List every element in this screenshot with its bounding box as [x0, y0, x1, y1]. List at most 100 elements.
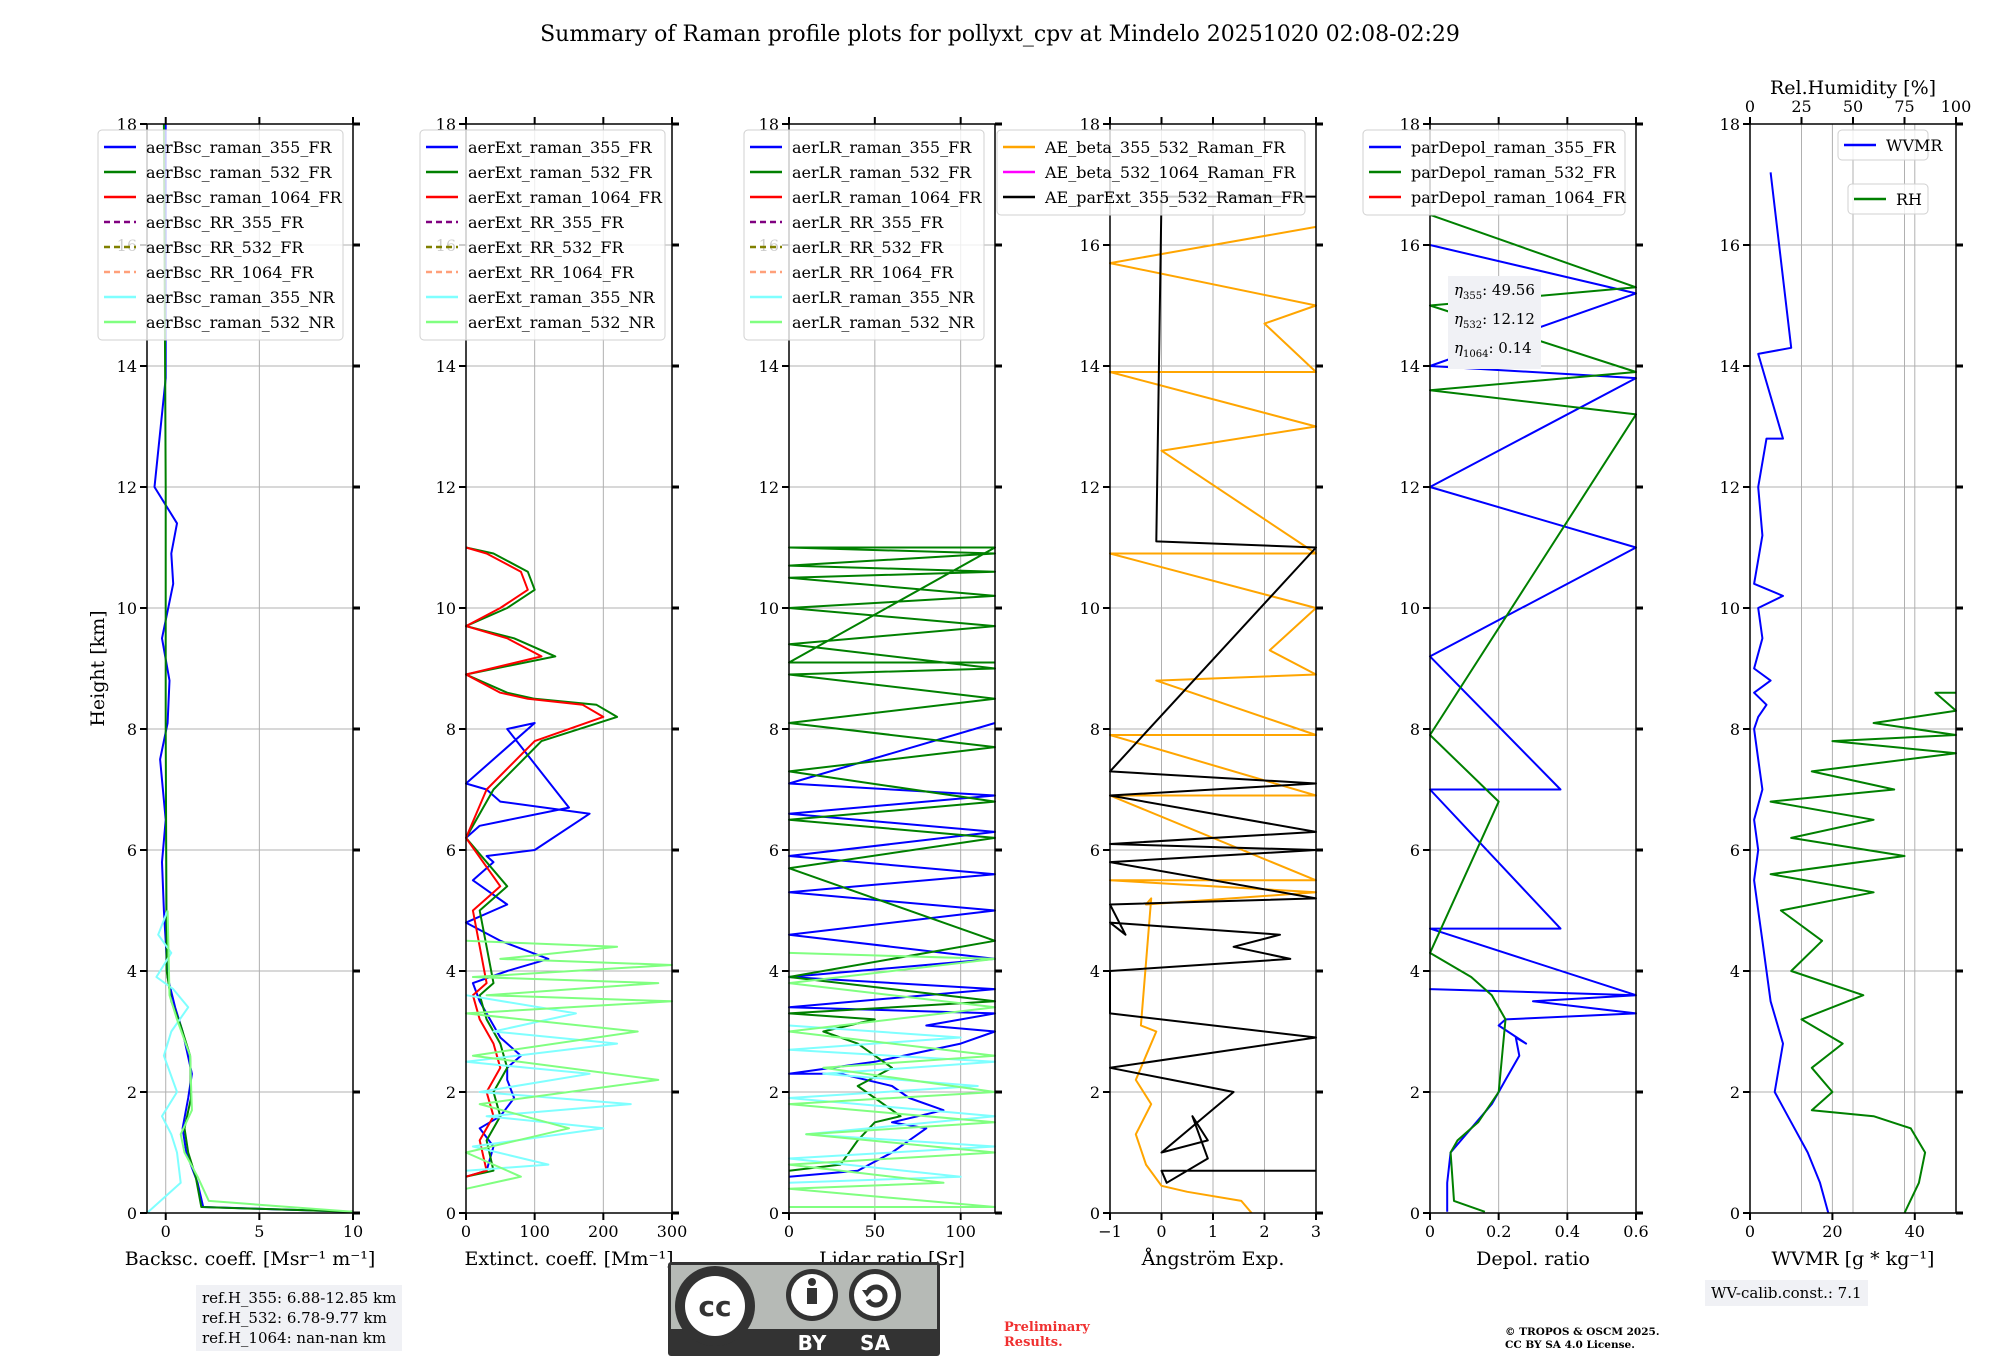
sa-label: SA	[860, 1331, 890, 1355]
x-tick-label: 0	[1745, 1222, 1755, 1241]
legend-label: aerLR_raman_1064_FR	[792, 188, 982, 207]
x-tick-label: 1	[1208, 1222, 1218, 1241]
y-tick-label: 2	[446, 1083, 456, 1102]
x-tick-label: 0	[161, 1222, 171, 1241]
x2-tick-label: 75	[1894, 97, 1914, 116]
legend-label: parDepol_raman_1064_FR	[1411, 188, 1627, 207]
legend-label: aerBsc_raman_532_FR	[146, 163, 332, 182]
y-tick-label: 6	[127, 841, 137, 860]
eta-532: η532: 12.12	[1454, 310, 1535, 331]
legend-label: aerLR_RR_355_FR	[792, 213, 944, 232]
series-line-aerExt_raman_532_FR	[465, 546, 619, 1178]
y-tick-label: 12	[1080, 478, 1100, 497]
y-tick-label: 10	[117, 599, 137, 618]
legend-label: aerLR_raman_532_FR	[792, 163, 972, 182]
x-tick-label: 0.2	[1486, 1222, 1511, 1241]
x-tick-label: 100	[519, 1222, 550, 1241]
x2-tick-label: 25	[1791, 97, 1811, 116]
y-tick-label: 10	[436, 599, 456, 618]
x-tick-label: 0.4	[1555, 1222, 1580, 1241]
y-tick-label: 14	[1080, 357, 1100, 376]
x-tick-label: 2	[1259, 1222, 1269, 1241]
y-tick-label: 10	[1720, 599, 1740, 618]
y-tick-label: 8	[127, 720, 137, 739]
legend-label: AE_beta_532_1064_Raman_FR	[1044, 163, 1296, 182]
y-tick-label: 6	[1090, 841, 1100, 860]
y-tick-label: 2	[769, 1083, 779, 1102]
legend-box	[1362, 129, 1626, 216]
ref-height-355: ref.H_355: 6.88-12.85 km	[202, 1289, 397, 1307]
svg-text:cc: cc	[698, 1290, 731, 1323]
legend-label: AE_parExt_355_532_Raman_FR	[1044, 188, 1305, 207]
y-tick-label: 18	[436, 115, 456, 134]
y-tick-label: 6	[769, 841, 779, 860]
series-line-RH	[1769, 691, 1957, 1214]
eta-355: η355: 49.56	[1454, 281, 1535, 302]
axes-frame	[146, 123, 354, 1214]
legend-box	[419, 129, 666, 341]
cc-by-sa-badge: cc BY SA	[668, 1262, 940, 1356]
y-tick-label: 4	[1410, 962, 1420, 981]
legend-label: parDepol_raman_355_FR	[1411, 138, 1617, 157]
axes-frame	[1429, 123, 1637, 1214]
legend-label: aerExt_raman_532_FR	[468, 163, 653, 182]
wv-calibration-constant: WV-calib.const.: 7.1	[1711, 1284, 1862, 1302]
axes-frame	[788, 123, 996, 1214]
figure-title: Summary of Raman profile plots for polly…	[540, 22, 1460, 47]
series-line-aerLR_raman_355_FR	[788, 722, 996, 1178]
legend-label: aerExt_RR_532_FR	[468, 238, 625, 257]
preliminary-note: Preliminary Results.	[1004, 1320, 1090, 1350]
copyright-note: © TROPOS & OSCM 2025. CC BY SA 4.0 Licen…	[1505, 1326, 1660, 1351]
reference-height-box: ref.H_355: 6.88-12.85 km ref.H_532: 6.78…	[196, 1285, 403, 1351]
y-tick-label: 8	[769, 720, 779, 739]
legend-label: aerBsc_RR_532_FR	[146, 238, 304, 257]
legend-label: aerExt_raman_355_NR	[468, 288, 656, 307]
y-tick-label: 2	[1090, 1083, 1100, 1102]
y-tick-label: 4	[1090, 962, 1100, 981]
y-tick-label: 10	[759, 599, 779, 618]
x-axis-label: Ångström Exp.	[1141, 1248, 1285, 1270]
legend-label: aerLR_raman_532_NR	[792, 313, 975, 332]
y-tick-label: 4	[769, 962, 779, 981]
y-tick-label: 6	[446, 841, 456, 860]
x-tick-label: 40	[1905, 1222, 1925, 1241]
x-tick-label: 0.6	[1623, 1222, 1648, 1241]
legend-label: RH	[1896, 190, 1922, 209]
y-tick-label: 10	[1400, 599, 1420, 618]
y-tick-label: 0	[1410, 1204, 1420, 1223]
eta-1064: η1064: 0.14	[1454, 339, 1532, 360]
legend-box	[743, 129, 985, 341]
wv-calibration-box: WV-calib.const.: 7.1	[1705, 1280, 1868, 1306]
series-line-parDepol_raman_355_FR	[1429, 244, 1637, 1212]
legend-label: aerBsc_raman_532_NR	[146, 313, 335, 332]
x-tick-label: 0	[1425, 1222, 1435, 1241]
y-tick-label: 0	[127, 1204, 137, 1223]
y-tick-label: 18	[1400, 115, 1420, 134]
x2-axis-label: Rel.Humidity [%]	[1770, 77, 1936, 99]
legend-box	[1837, 129, 1929, 161]
legend-label: aerExt_raman_355_FR	[468, 138, 653, 157]
legend-label: aerBsc_RR_1064_FR	[146, 263, 315, 282]
attribution-icon	[786, 1269, 838, 1321]
ref-height-532: ref.H_532: 6.78-9.77 km	[202, 1309, 387, 1327]
y-tick-label: 2	[1730, 1083, 1740, 1102]
x2-tick-label: 0	[1745, 97, 1755, 116]
x-tick-label: −1	[1098, 1222, 1122, 1241]
x-tick-label: 100	[945, 1222, 976, 1241]
y-tick-label: 14	[1720, 357, 1740, 376]
legend-label: aerLR_RR_532_FR	[792, 238, 944, 257]
y-tick-label: 12	[436, 478, 456, 497]
x-axis-label: Backsc. coeff. [Msr⁻¹ m⁻¹]	[125, 1248, 376, 1270]
x-tick-label: 3	[1311, 1222, 1321, 1241]
y-tick-label: 18	[1080, 115, 1100, 134]
axes-frame	[465, 123, 673, 1214]
share-alike-icon	[849, 1269, 901, 1321]
y-tick-label: 18	[1720, 115, 1740, 134]
series-line-aerLR_raman_532_FR	[788, 546, 996, 1172]
legend-label: aerBsc_raman_355_NR	[146, 288, 335, 307]
x-tick-label: 20	[1822, 1222, 1842, 1241]
y-tick-label: 12	[117, 478, 137, 497]
x-tick-label: 300	[657, 1222, 688, 1241]
series-line-aerExt_raman_355_NR	[465, 994, 632, 1172]
